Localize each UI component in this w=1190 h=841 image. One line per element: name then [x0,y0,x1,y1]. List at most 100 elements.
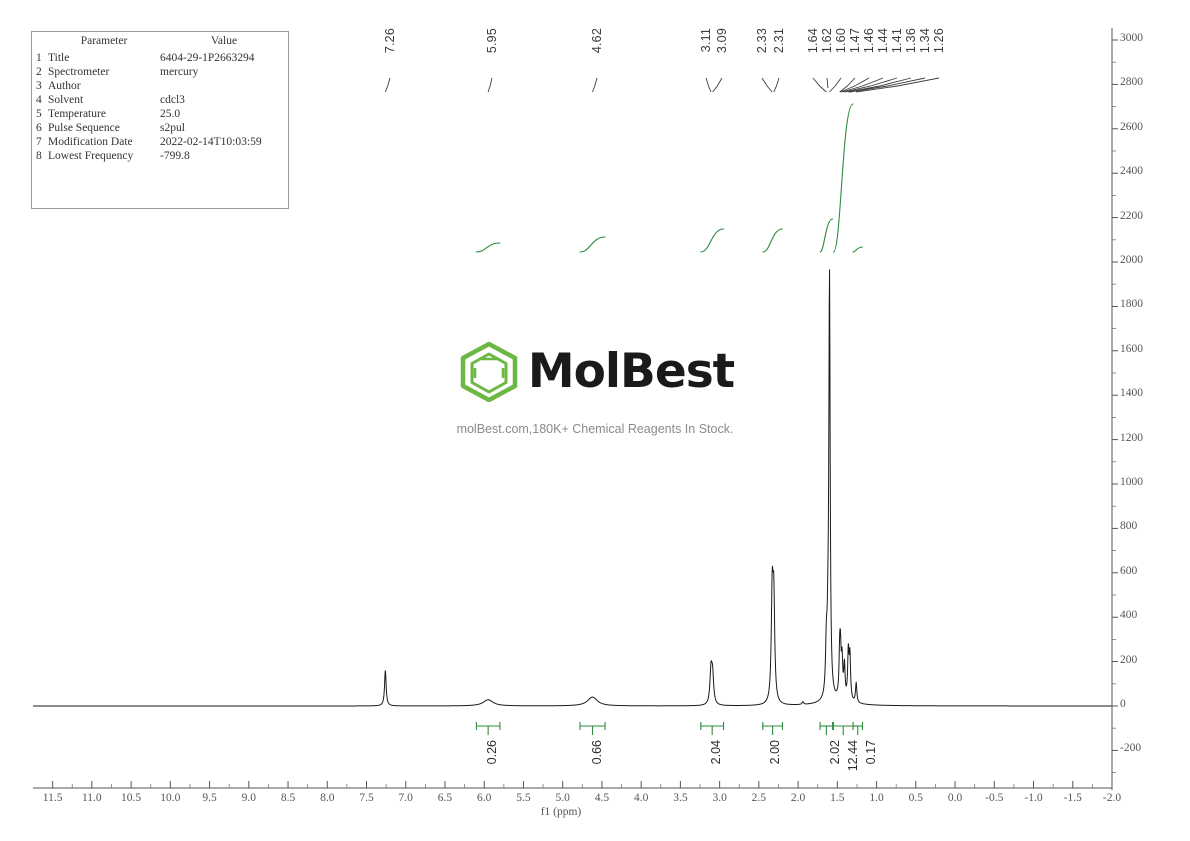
y-axis [1111,28,1118,790]
x-tick-label: 9.0 [241,792,256,804]
param-cell-name: Modification Date [48,136,133,148]
y-tick-label: -200 [1120,742,1142,755]
x-tick-label: 7.5 [359,792,374,804]
integral-value-label: 2.00 [768,740,782,765]
x-tick-label: 6.5 [437,792,453,804]
watermark-tagline: molBest.com,180K+ Chemical Reagents In S… [456,422,734,436]
peak-label: 4.62 [590,28,604,54]
param-cell-value: s2pul [160,122,185,134]
x-tick-label: 7.0 [398,792,413,804]
x-tick-label: 1.0 [869,792,884,804]
integral-value-label: 0.17 [864,740,878,765]
y-tick-label: 1000 [1120,476,1143,488]
peak-label: 5.95 [485,28,499,54]
x-tick-label: 5.5 [516,792,531,804]
x-tick-label: 8.0 [320,792,335,804]
x-tick-label: 9.5 [202,792,217,804]
x-tick-label: -2.0 [1102,792,1122,804]
peak-label: 1.64 [806,28,820,54]
y-tick-label: 2800 [1120,76,1143,89]
parameter-table-grid: Parameter Value 1 Title 6404-29-1P2663294 2… [32,32,288,163]
x-tick-label: 11.5 [42,792,63,804]
x-tick-label: 4.0 [633,792,649,804]
param-cell-value: 25.0 [160,108,181,120]
x-tick-label: 10.0 [160,792,181,804]
y-tick-label: 1800 [1120,298,1143,311]
integral-value-label: 2.04 [709,740,723,765]
param-cell-index: 7 [36,136,42,148]
x-tick-label: 0.0 [947,792,963,804]
y-tick-label: 200 [1120,653,1138,666]
y-tick-label: 600 [1120,564,1138,577]
x-tick-label: 10.5 [121,792,142,804]
param-cell-name: Lowest Frequency [48,150,134,162]
param-cell-name: Title [48,52,70,64]
integral-brackets [475,722,864,735]
x-tick-label: 3.5 [673,792,688,804]
y-tick-label: 2600 [1120,120,1143,133]
param-cell-name: Temperature [48,108,106,120]
param-cell-value: 6404-29-1P2663294 [160,52,255,64]
peak-label-connectors [384,77,940,93]
x-tick-label: -1.0 [1024,792,1043,804]
x-tick-label: 2.0 [790,792,806,804]
param-cell-index: 2 [36,66,42,78]
watermark-logo-row: MolBest [0,340,1190,402]
x-tick-label: -0.5 [985,792,1004,804]
peak-label: 1.46 [862,28,876,54]
table-row: 2 Spectrometer mercury [32,65,288,79]
table-row: 3 Author [32,79,288,93]
y-tick-label: 2200 [1120,209,1143,222]
x-tick-label: 6.0 [477,792,492,804]
x-tick-label: 3.0 [712,792,727,804]
table-row: 4 Solvent cdcl3 [32,93,288,107]
y-tick-label: 400 [1120,609,1138,622]
table-row: 5 Temperature 25.0 [32,107,288,121]
integral-value-label: 2.02 [828,740,842,765]
y-tick-label: 1200 [1120,431,1143,444]
y-tick-label: 2000 [1120,254,1143,266]
watermark-brand: MolBest [527,343,735,399]
x-tick-label: 2.5 [751,792,767,804]
param-cell-name: Pulse Sequence [48,122,120,134]
x-tick-label: 0.5 [908,792,923,804]
y-tick-label: 800 [1120,520,1138,533]
x-tick-label: 5.0 [555,792,570,804]
peak-label: 1.47 [848,28,862,54]
x-tick-label: 1.5 [830,792,845,804]
param-cell-value: -799.8 [160,150,190,162]
param-cell-value: cdcl3 [160,94,185,106]
param-cell-value: mercury [160,66,199,78]
peak-label: 2.31 [772,28,786,54]
param-cell-value: 2022-02-14T10:03:59 [160,136,262,148]
x-tick-label: 8.5 [280,792,296,804]
param-cell-name: Spectrometer [48,66,110,78]
peak-label: 1.26 [932,28,946,54]
param-cell-index: 1 [36,52,42,64]
peak-label: 3.11 [699,28,713,53]
param-cell-index: 6 [36,122,42,134]
param-cell-index: 3 [36,80,42,92]
integral-value-label: 0.66 [590,740,604,765]
integral-value-label: 0.26 [485,740,499,765]
peak-label: 1.62 [820,28,834,54]
peak-label: 2.33 [755,28,769,54]
y-tick-label: 1400 [1120,387,1143,400]
peak-label: 1.44 [876,28,890,54]
y-tick-label: 3000 [1120,32,1143,44]
y-tick-label: 0 [1120,698,1126,710]
table-row: 8 Lowest Frequency -799.8 [32,149,288,163]
param-cell-name: Solvent [48,94,84,106]
peak-label: 1.36 [904,28,918,54]
param-cell-index: 8 [36,150,42,162]
table-row: 7 Modification Date 2022-02-14T10:03:59 [32,135,288,149]
peak-label: 1.60 [834,28,848,54]
integral-value-label: 12.44 [846,740,860,772]
molbest-hexagon-icon [460,341,518,402]
param-cell-name: Author [48,80,81,92]
x-axis-title: f1 (ppm) [540,806,582,818]
x-tick-label: 4.5 [594,792,610,804]
table-header-row: Parameter Value [32,32,288,51]
